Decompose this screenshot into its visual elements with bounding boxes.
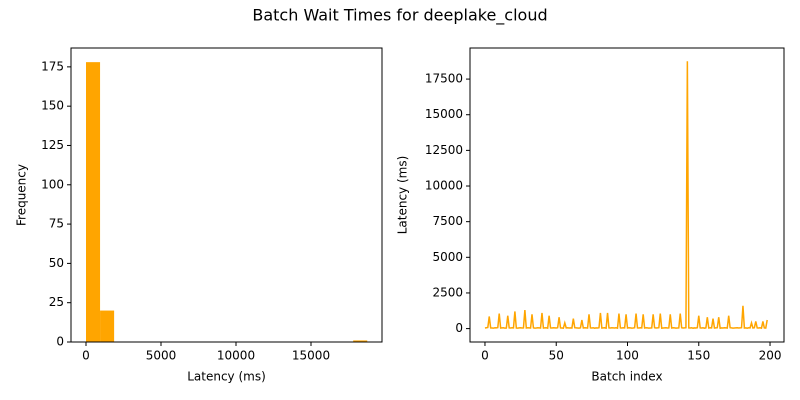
y-tick-label: 150 bbox=[41, 99, 64, 113]
x-tick-label: 0 bbox=[481, 349, 489, 363]
hist-bar bbox=[353, 340, 368, 342]
x-axis-label: Latency (ms) bbox=[187, 370, 266, 384]
x-axis-label: Batch index bbox=[591, 370, 662, 384]
y-axis-label: Latency (ms) bbox=[396, 156, 410, 235]
data-line bbox=[484, 61, 768, 330]
y-tick-label: 50 bbox=[49, 256, 64, 270]
y-tick-label: 17500 bbox=[425, 72, 463, 86]
y-tick-label: 5000 bbox=[432, 250, 463, 264]
y-tick-label: 0 bbox=[455, 321, 463, 335]
y-tick-label: 15000 bbox=[425, 107, 463, 121]
figure-title: Batch Wait Times for deeplake_cloud bbox=[252, 6, 547, 26]
x-tick-label: 50 bbox=[549, 349, 564, 363]
y-tick-label: 12500 bbox=[425, 143, 463, 157]
y-tick-label: 25 bbox=[49, 295, 64, 309]
y-tick-label: 2500 bbox=[432, 285, 463, 299]
x-tick-label: 5000 bbox=[146, 349, 177, 363]
hist-bar bbox=[86, 62, 101, 343]
y-tick-label: 7500 bbox=[432, 214, 463, 228]
x-tick-label: 150 bbox=[687, 349, 710, 363]
x-tick-label: 200 bbox=[759, 349, 782, 363]
y-tick-label: 175 bbox=[41, 59, 64, 73]
x-tick-label: 0 bbox=[82, 349, 90, 363]
y-axis-label: Frequency bbox=[15, 164, 29, 226]
x-tick-label: 100 bbox=[616, 349, 639, 363]
x-tick-label: 15000 bbox=[292, 349, 330, 363]
y-tick-label: 10000 bbox=[425, 179, 463, 193]
y-tick-label: 0 bbox=[56, 335, 64, 349]
x-tick-label: 10000 bbox=[217, 349, 255, 363]
y-tick-label: 125 bbox=[41, 138, 64, 152]
y-tick-label: 75 bbox=[49, 217, 64, 231]
hist-bar bbox=[100, 310, 115, 342]
y-tick-label: 100 bbox=[41, 177, 64, 191]
axes-frame bbox=[70, 47, 383, 343]
